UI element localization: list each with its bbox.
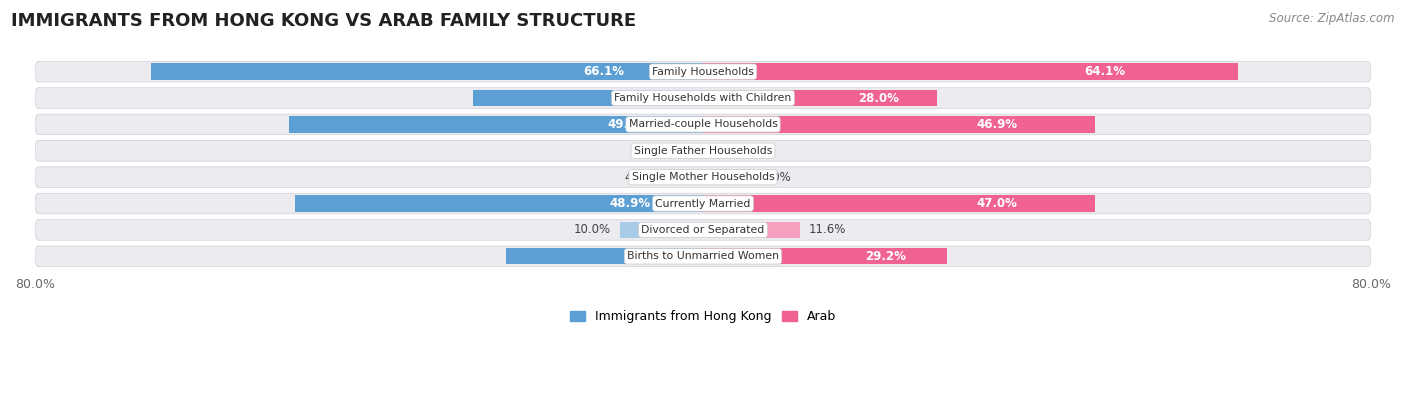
Text: 64.1%: 64.1%	[1084, 65, 1125, 78]
FancyBboxPatch shape	[35, 220, 1371, 240]
Text: 4.8%: 4.8%	[624, 171, 655, 184]
Text: Currently Married: Currently Married	[655, 199, 751, 209]
Bar	[703, 64, 1239, 80]
FancyBboxPatch shape	[35, 246, 1371, 267]
Bar	[295, 196, 703, 212]
Bar	[703, 222, 800, 238]
Bar	[662, 169, 703, 185]
Text: 29.2%: 29.2%	[866, 250, 907, 263]
Text: 1.8%: 1.8%	[650, 144, 679, 157]
Bar	[703, 248, 946, 265]
Bar	[703, 169, 754, 185]
Text: IMMIGRANTS FROM HONG KONG VS ARAB FAMILY STRUCTURE: IMMIGRANTS FROM HONG KONG VS ARAB FAMILY…	[11, 12, 637, 30]
Bar	[620, 222, 703, 238]
Bar	[474, 90, 703, 106]
Text: Family Households: Family Households	[652, 67, 754, 77]
Bar	[703, 143, 720, 159]
Legend: Immigrants from Hong Kong, Arab: Immigrants from Hong Kong, Arab	[565, 305, 841, 329]
Bar	[688, 143, 703, 159]
Bar	[506, 248, 703, 265]
Text: 2.1%: 2.1%	[728, 144, 759, 157]
Text: 28.0%: 28.0%	[858, 92, 898, 105]
Bar	[288, 116, 703, 133]
Text: 27.5%: 27.5%	[641, 92, 682, 105]
Text: 47.0%: 47.0%	[977, 197, 1018, 210]
Bar	[150, 64, 703, 80]
Text: Births to Unmarried Women: Births to Unmarried Women	[627, 251, 779, 261]
Text: 49.6%: 49.6%	[607, 118, 650, 131]
Text: 11.6%: 11.6%	[808, 224, 845, 237]
Text: 48.9%: 48.9%	[609, 197, 650, 210]
Text: Married-couple Households: Married-couple Households	[628, 119, 778, 130]
FancyBboxPatch shape	[35, 88, 1371, 108]
Text: 46.9%: 46.9%	[976, 118, 1018, 131]
FancyBboxPatch shape	[35, 141, 1371, 161]
Text: Source: ZipAtlas.com: Source: ZipAtlas.com	[1270, 12, 1395, 25]
FancyBboxPatch shape	[35, 61, 1371, 82]
Bar	[703, 90, 936, 106]
Text: Family Households with Children: Family Households with Children	[614, 93, 792, 103]
Text: 10.0%: 10.0%	[574, 224, 612, 237]
Text: 6.0%: 6.0%	[762, 171, 792, 184]
Text: Single Mother Households: Single Mother Households	[631, 172, 775, 182]
Bar	[703, 116, 1095, 133]
Bar	[703, 196, 1095, 212]
FancyBboxPatch shape	[35, 114, 1371, 135]
Text: Divorced or Separated: Divorced or Separated	[641, 225, 765, 235]
FancyBboxPatch shape	[35, 167, 1371, 188]
Text: 66.1%: 66.1%	[583, 65, 624, 78]
FancyBboxPatch shape	[35, 193, 1371, 214]
Text: Single Father Households: Single Father Households	[634, 146, 772, 156]
Text: 23.6%: 23.6%	[647, 250, 688, 263]
